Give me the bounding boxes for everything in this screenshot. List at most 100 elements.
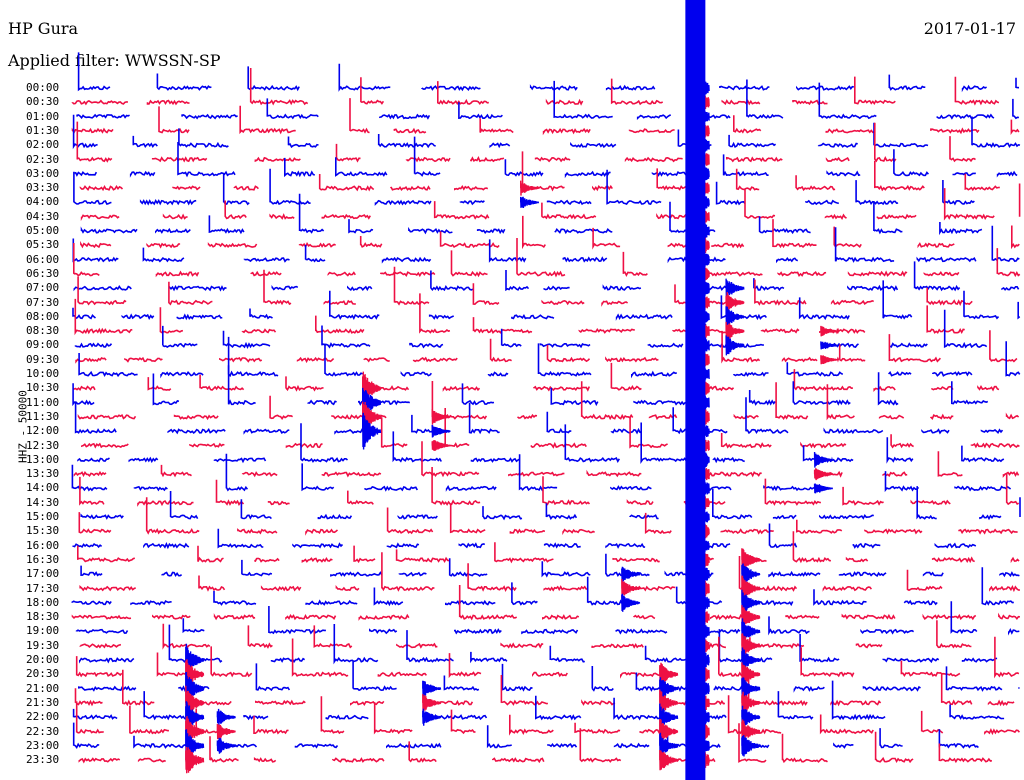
event-waveform	[422, 680, 442, 697]
trace-row	[78, 336, 1021, 379]
row-label: 01:30	[26, 123, 60, 137]
trace-row	[74, 397, 1004, 435]
event-waveform	[725, 278, 745, 298]
row-label: 19:30	[26, 638, 60, 652]
row-label: 20:30	[26, 667, 60, 681]
event-waveform	[820, 341, 840, 350]
row-label: 15:00	[26, 510, 60, 523]
trace-row	[75, 330, 1018, 364]
station-title: HP Gura	[8, 19, 79, 38]
event-waveform	[813, 468, 833, 481]
trace-row	[76, 79, 1020, 121]
trace-row	[73, 261, 1020, 292]
event-waveform	[813, 451, 833, 468]
trace-row	[71, 585, 1020, 621]
row-label: 09:00	[26, 338, 60, 352]
row-label: 22:00	[26, 710, 60, 724]
event-waveform	[216, 708, 236, 726]
event-waveform	[741, 735, 761, 757]
trace-row	[75, 636, 1020, 679]
row-label: 04:00	[26, 195, 60, 209]
trace-row	[72, 365, 989, 407]
trace-row	[79, 624, 998, 665]
trace-row	[78, 497, 1018, 536]
row-label: 05:00	[26, 224, 60, 237]
row-label: 19:00	[26, 624, 60, 638]
event-waveform	[422, 694, 442, 712]
trace-row	[71, 567, 1014, 607]
row-label: 04:30	[26, 209, 60, 223]
trace-row	[72, 225, 1020, 264]
event-waveform	[659, 749, 679, 771]
row-label: 14:30	[26, 495, 60, 509]
event-waveform	[659, 718, 679, 745]
trace-row	[78, 723, 993, 764]
event-waveform	[431, 424, 451, 438]
event-waveform	[725, 335, 745, 356]
row-label: 03:30	[26, 181, 60, 195]
event-waveform	[216, 737, 236, 754]
row-label: 08:30	[26, 324, 60, 338]
row-label: 17:30	[26, 581, 60, 595]
event-waveform	[185, 746, 205, 774]
event-waveform	[621, 593, 641, 612]
saturated-event-column	[685, 0, 706, 780]
event-waveform	[813, 483, 833, 494]
trace-row	[81, 408, 1020, 449]
trace-row	[77, 52, 1020, 93]
row-label: 06:30	[26, 266, 60, 280]
row-label: 12:00	[26, 424, 60, 438]
trace-row	[72, 523, 977, 550]
filter-label: Applied filter: WWSSN-SP	[8, 51, 221, 70]
trace-row	[74, 136, 1018, 179]
event-waveform	[659, 689, 679, 717]
trace-row	[71, 98, 1020, 136]
trace-row	[77, 422, 1005, 464]
trace-row	[79, 151, 1000, 192]
trace-row	[79, 467, 1020, 507]
event-waveform	[520, 180, 540, 196]
row-label: 10:00	[26, 367, 60, 380]
row-label: 05:30	[26, 238, 60, 252]
row-label: 16:30	[26, 552, 60, 566]
event-waveform	[431, 440, 451, 451]
row-label: 08:00	[26, 309, 60, 323]
trace-row	[80, 486, 1021, 521]
row-label: 06:00	[26, 252, 60, 266]
event-waveform	[820, 325, 840, 337]
trace-row	[74, 293, 965, 336]
event-waveform	[431, 409, 451, 425]
row-label: 00:00	[26, 81, 60, 94]
trace-row	[73, 362, 1000, 393]
row-label: 23:00	[26, 738, 60, 752]
row-label: 02:00	[26, 138, 60, 152]
row-label: 13:00	[26, 452, 60, 466]
trace-row	[77, 381, 1020, 421]
event-waveform	[422, 708, 442, 726]
trace-row	[80, 183, 1021, 222]
event-waveform	[216, 723, 236, 740]
trace-row	[72, 680, 1005, 722]
trace-row	[72, 280, 1021, 321]
trace-row	[73, 168, 975, 206]
row-label: 20:00	[26, 653, 60, 666]
row-label: 14:00	[26, 481, 60, 495]
trace-row	[75, 601, 1020, 636]
row-label: 01:00	[26, 109, 60, 123]
row-label: 11:00	[26, 395, 60, 409]
row-label: 12:30	[26, 438, 60, 452]
row-label: 21:30	[26, 695, 60, 709]
trace-row	[73, 238, 1021, 278]
date-label: 2017-01-17	[923, 19, 1016, 38]
trace-row	[76, 121, 976, 163]
row-label: 23:30	[26, 753, 60, 767]
event-waveform	[621, 579, 641, 598]
trace-row	[74, 669, 1015, 707]
trace-row	[80, 215, 1020, 250]
row-label: 15:30	[26, 524, 60, 538]
row-label: 13:30	[26, 467, 60, 481]
event-waveform	[520, 196, 540, 209]
row-label: 11:30	[26, 409, 60, 423]
event-waveform	[741, 677, 761, 700]
row-label: 18:00	[26, 595, 60, 609]
